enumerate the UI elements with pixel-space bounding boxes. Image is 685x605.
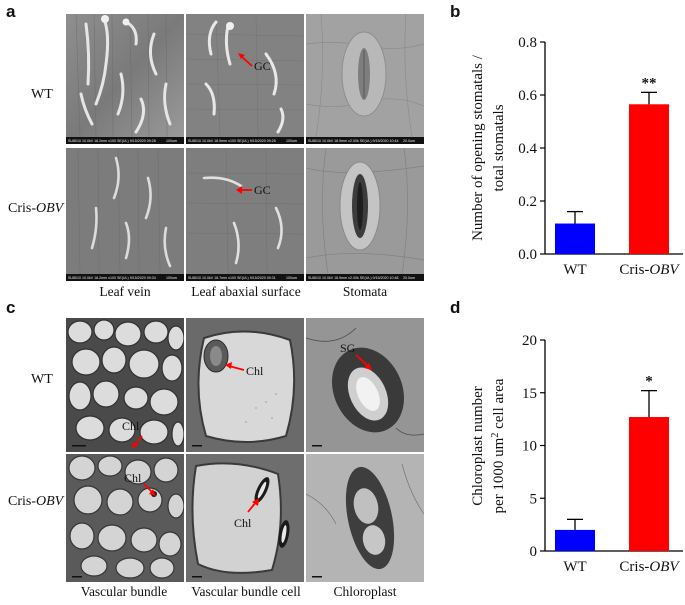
c-col-label-vascular-bundle-cell: Vascular bundle cell (191, 584, 301, 599)
bar-wt (555, 529, 595, 551)
scale-unit: 100um (166, 276, 177, 280)
a-row-label-cris-obv: Cris-OBV (8, 201, 63, 217)
tem-cris-obv-chloroplast (306, 454, 424, 582)
bar-wt (555, 223, 595, 254)
x-tick-label-part: WT (563, 262, 586, 278)
scalebar-text: SU8010 10.0kV 18.7mm x100 SE(UL) 9/15/20… (188, 276, 276, 280)
sem-cris-obv-abaxial-surface: SU8010 10.0kV 18.7mm x100 SE(UL) 9/15/20… (186, 148, 304, 281)
c-row-label-obv: OBV (36, 494, 64, 509)
scale-unit: 20.0um (403, 276, 415, 280)
y-axis-label-part: per 1000 um (491, 437, 507, 513)
x-tick-label: WT (563, 262, 586, 278)
y-tick-label: 0.2 (518, 194, 537, 210)
tem-wt-vascular-bundle: Chl (66, 318, 184, 452)
chart-d: 0 5 10 15 20 WT * Cris-OBV Chloroplast number per… (440, 300, 685, 600)
red-arrow-chl-2 (228, 365, 245, 371)
label-chl-2: Chl (246, 364, 264, 378)
panel-letter-a: a (6, 2, 16, 21)
tem-cris-obv-vascular-bundle: Chl (66, 454, 184, 582)
y-tick-label: 0 (530, 544, 538, 560)
label-chl-3: Chl (124, 471, 142, 485)
y-axis-label-superscript: 2 (490, 433, 501, 438)
label-gc-bottom: GC (254, 183, 271, 197)
y-axis-label-line-2: per 1000 um2 cell area (490, 378, 508, 513)
x-tick-label: WT (563, 559, 586, 575)
x-tick-label-part: WT (563, 559, 586, 575)
y-tick-label: 0.0 (518, 247, 537, 263)
significance-marker: ** (642, 75, 657, 91)
scale-unit: 100um (166, 139, 177, 143)
y-tick-label: 0.4 (518, 141, 537, 157)
label-gc-top: GC (254, 59, 271, 73)
red-arrow-sg (355, 354, 369, 367)
panel-letter-c: c (6, 298, 16, 317)
scale-unit: 100um (286, 276, 297, 280)
c-col-label-vascular-bundle: Vascular bundle (80, 584, 168, 599)
y-axis-label-part: total stomatals (491, 104, 507, 191)
tem-cris-obv-vascular-bundle-cell: Chl (186, 454, 304, 582)
sem-wt-leaf-vein: SU8010 10.0kV 18.2mm x100 SE(UL) 9/15/20… (66, 14, 184, 144)
x-tick-label: Cris-OBV (619, 262, 680, 278)
bar-cris-obv (629, 104, 669, 255)
significance-marker: * (645, 374, 653, 390)
y-tick-label: 10 (522, 439, 537, 455)
label-chl-4: Chl (234, 516, 252, 530)
y-tick-label: 0.6 (518, 88, 537, 104)
x-tick-label-italic: OBV (649, 262, 680, 278)
a-col-label-stomata: Stomata (342, 284, 388, 299)
a-row-label-wt: WT (31, 87, 53, 102)
tem-wt-chloroplast: SG (306, 318, 424, 452)
chart-b: 0.0 0.2 0.4 0.6 0.8 WT ** Cris-OBV Number of ope… (440, 0, 685, 300)
sem-wt-abaxial-surface: SU8010 10.0kV 18.9mm x100 SE(UL) 9/15/20… (186, 14, 304, 144)
sem-cris-obv-leaf-vein: SU8010 10.0kV 18.2mm x100 SE(UL) 9/15/20… (66, 148, 184, 281)
c-row-label-cris-obv: Cris-OBV (8, 494, 63, 510)
x-tick-label-part: Cris- (619, 559, 649, 575)
a-row-label-cris: Cris- (8, 201, 36, 216)
chart-b-svg: 0.0 0.2 0.4 0.6 0.8 WT ** Cris-OBV Number of ope… (470, 35, 683, 278)
x-tick-label-part: Cris- (619, 262, 649, 278)
scale-unit: 20.0um (403, 139, 415, 143)
x-tick-label-italic: OBV (649, 559, 680, 575)
a-col-label-leaf-vein: Leaf vein (99, 284, 151, 299)
y-tick-label: 0.8 (518, 35, 537, 51)
scalebar-text: SU8010 10.0kV 18.9mm x2.00k SE(UL) 9/15/… (308, 139, 399, 143)
scalebar-text: SU8010 10.0kV 18.2mm x100 SE(UL) 9/15/20… (68, 276, 156, 280)
c-row-label-wt: WT (31, 372, 53, 387)
tem-wt-vascular-bundle-cell: Chl (186, 318, 304, 452)
y-axis-label-line-1: Number of opening stomatals / (470, 54, 486, 241)
c-row-label-cris: Cris- (8, 494, 36, 509)
y-tick-label: 15 (522, 386, 537, 402)
y-axis-label-line-2: total stomatals (491, 104, 507, 191)
scalebar-text: SU8010 10.0kV 18.9mm x100 SE(UL) 9/15/20… (188, 139, 276, 143)
sem-cris-obv-stomata: SU8010 10.0kV 18.9mm x2.00k SE(UL) 9/15/… (306, 148, 424, 281)
y-axis-label: Number of opening stomatals / total stoma… (470, 54, 507, 241)
panel-letter-d: d (450, 298, 461, 317)
scalebar-text: SU8010 10.0kV 18.9mm x2.00k SE(UL) 9/15/… (308, 276, 399, 280)
label-sg: SG (340, 341, 356, 355)
panel-letter-b: b (450, 2, 461, 21)
y-axis-label-line-1: Chloroplast number (470, 386, 486, 506)
y-axis-label-part: cell area (491, 378, 507, 432)
y-tick-label: 5 (530, 491, 538, 507)
red-arrow-chl-3 (143, 483, 153, 493)
y-tick-label: 20 (522, 333, 537, 349)
a-col-label-abaxial-surface: Leaf abaxial surface (191, 284, 301, 299)
bar-cris-obv (629, 417, 669, 551)
label-chl-1: Chl (122, 419, 140, 433)
scale-unit: 100um (286, 139, 297, 143)
sem-wt-stomata: SU8010 10.0kV 18.9mm x2.00k SE(UL) 9/15/… (306, 14, 424, 144)
y-axis-label: Chloroplast number per 1000 um2 cell area (470, 378, 507, 513)
a-row-label-obv: OBV (36, 201, 64, 216)
red-arrow-gc-top (240, 55, 253, 67)
red-arrow-chl-1 (134, 435, 143, 446)
scalebar-text: SU8010 10.0kV 18.2mm x100 SE(UL) 9/15/20… (68, 139, 156, 143)
x-tick-label: Cris-OBV (619, 559, 680, 575)
c-col-label-chloroplast: Chloroplast (333, 584, 397, 599)
